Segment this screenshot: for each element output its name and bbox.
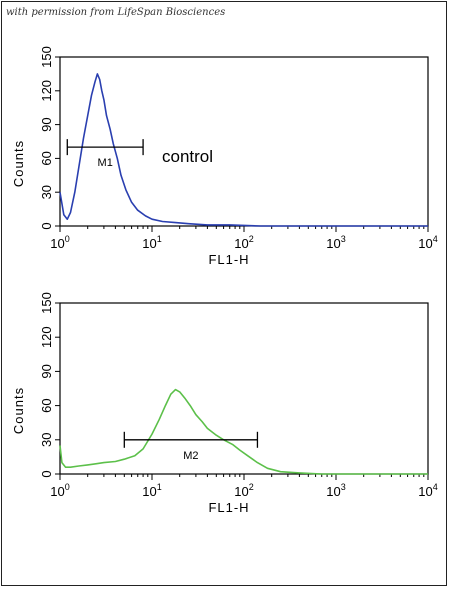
x-tick-label: 103: [326, 482, 345, 499]
y-tick-label: 120: [39, 80, 54, 102]
y-tick-label: 0: [39, 470, 54, 477]
y-tick-label: 120: [39, 326, 54, 348]
gate-label: M2: [183, 450, 198, 462]
y-axis-title: Counts: [11, 140, 26, 187]
histogram-series-line: [59, 388, 428, 475]
x-tick-label: 101: [142, 482, 161, 499]
x-axis-title: FL1-H: [208, 252, 249, 267]
x-tick-label: 102: [234, 482, 253, 499]
x-axis-title: FL1-H: [208, 500, 249, 515]
x-tick-label: 100: [50, 482, 69, 499]
plot-frame: [59, 302, 429, 475]
x-tick-label: 102: [234, 234, 253, 251]
y-tick-label: 30: [39, 185, 54, 199]
annotation-text: control: [162, 147, 213, 166]
x-tick-label: 100: [50, 234, 69, 251]
x-tick-label: 104: [418, 482, 437, 499]
y-axis-title: Counts: [11, 387, 26, 434]
y-tick-label: 0: [39, 222, 54, 229]
watermark-text: with permission from LifeSpan Bioscience…: [6, 7, 226, 18]
y-tick-label: 30: [39, 433, 54, 447]
x-tick-label: 101: [142, 234, 161, 251]
y-tick-label: 150: [39, 292, 54, 314]
histogram-panel-1: 0 30 60 90 120 150 100 101 102 103 104 FL1-H Counts M…: [11, 46, 438, 267]
y-tick-label: 60: [39, 398, 54, 412]
y-tick-label: 150: [39, 46, 54, 68]
histogram-panel-2: 0 30 60 90 120 150 100 101 102 103 104 FL1-H Counts M…: [11, 292, 438, 515]
histogram-series-line: [59, 73, 428, 227]
x-tick-label: 103: [326, 234, 345, 251]
y-tick-label: 90: [39, 364, 54, 378]
x-tick-label: 104: [418, 234, 437, 251]
y-tick-label: 90: [39, 117, 54, 131]
y-tick-label: 60: [39, 151, 54, 165]
gate-label: M1: [98, 157, 113, 169]
plot-frame: [59, 56, 429, 227]
